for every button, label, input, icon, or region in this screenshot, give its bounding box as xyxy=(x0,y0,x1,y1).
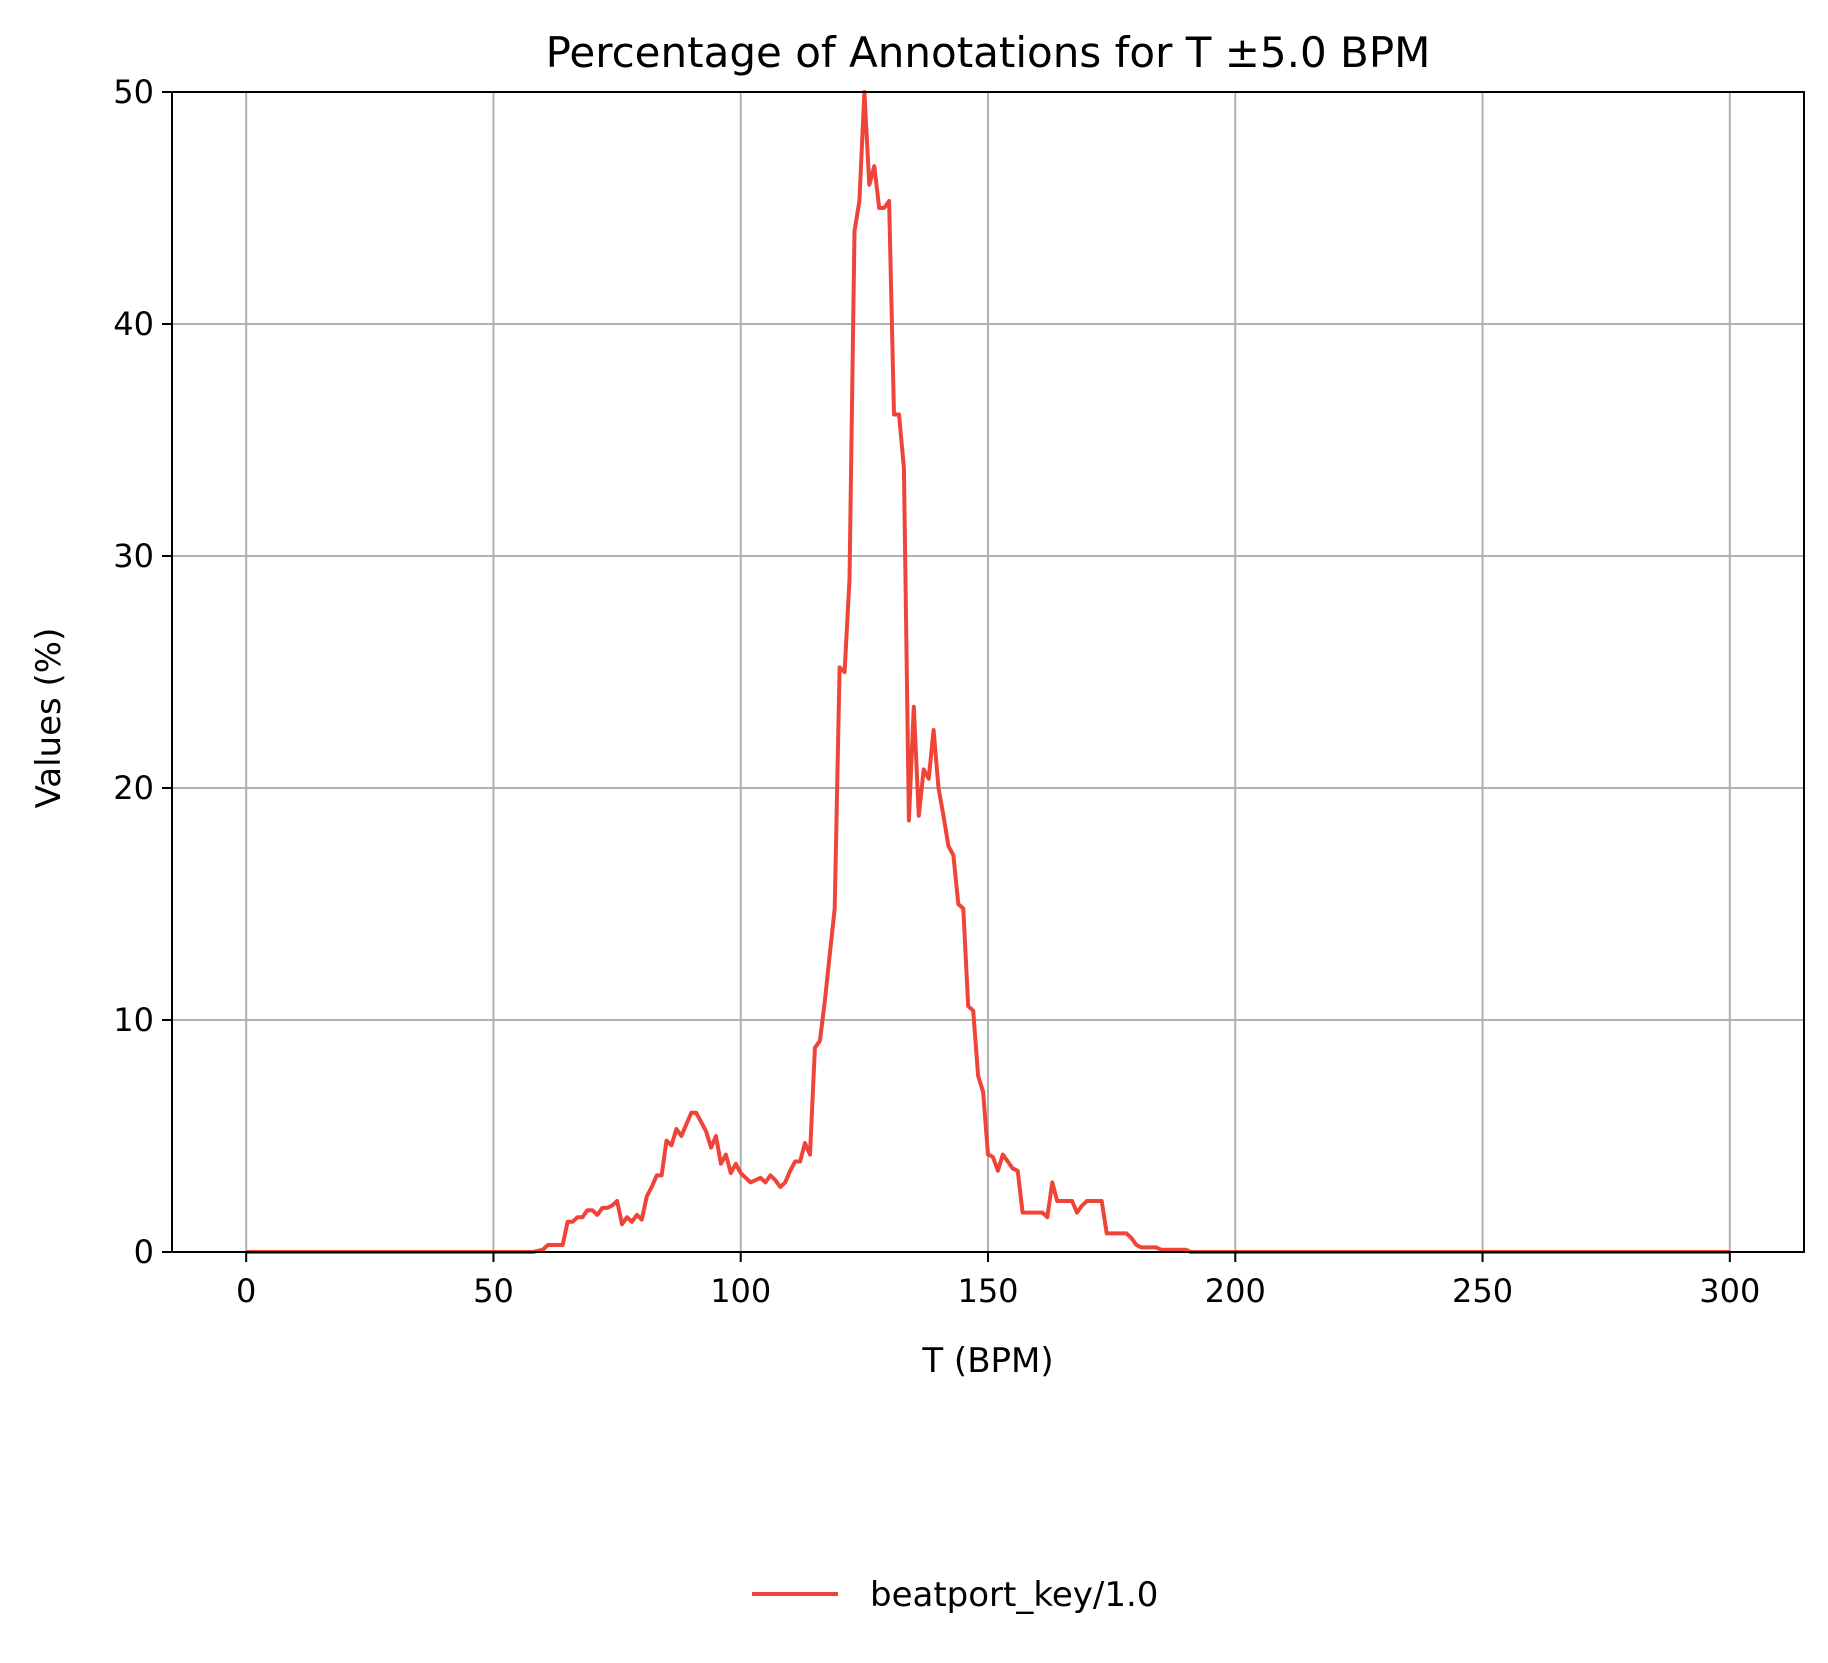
chart-title: Percentage of Annotations for T ±5.0 BPM xyxy=(546,28,1431,77)
x-tick-label: 50 xyxy=(473,1272,514,1310)
x-tick-label: 100 xyxy=(710,1272,771,1310)
legend-label: beatport_key/1.0 xyxy=(870,1575,1158,1615)
y-axis-label: Values (%) xyxy=(29,628,69,809)
legend: beatport_key/1.0 xyxy=(752,1575,1158,1615)
x-tick-label: 0 xyxy=(236,1272,256,1310)
y-tick-label: 40 xyxy=(113,305,154,343)
series-layer xyxy=(246,90,1730,1254)
y-tick-label: 20 xyxy=(113,769,154,807)
x-tick-label: 300 xyxy=(1699,1272,1760,1310)
y-tick-label: 30 xyxy=(113,537,154,575)
x-axis-label: T (BPM) xyxy=(921,1341,1053,1381)
x-tick-label: 200 xyxy=(1205,1272,1266,1310)
x-tick-label: 150 xyxy=(957,1272,1018,1310)
axis-ticks: 0 50 100 150 200 250 300 0 10 20 30 40 50 xyxy=(113,73,1760,1310)
y-tick-label: 50 xyxy=(113,73,154,111)
y-tick-label: 0 xyxy=(134,1233,154,1271)
series-line xyxy=(246,90,1730,1254)
x-tick-label: 250 xyxy=(1452,1272,1513,1310)
y-tick-label: 10 xyxy=(113,1001,154,1039)
